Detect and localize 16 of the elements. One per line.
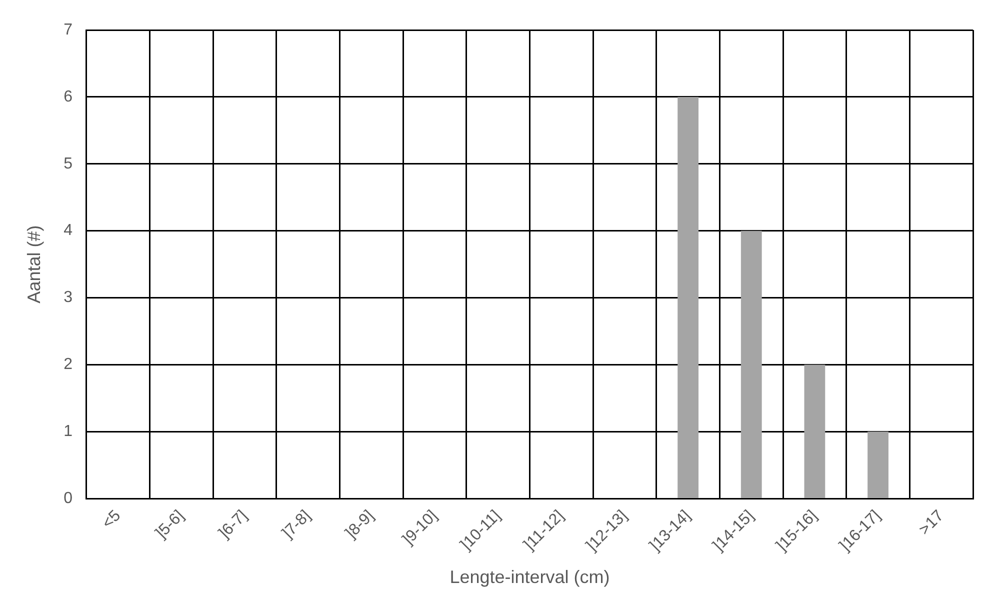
y-tick-label: 6 [64,88,73,106]
y-tick-label: 3 [64,289,73,306]
bar [804,364,826,498]
y-tick-label: 5 [64,155,73,172]
bar [868,432,888,498]
y-tick-label: 7 [64,21,73,38]
x-tick-label: >17 [916,507,948,539]
x-tick-label: <5 [99,507,124,532]
x-axis-title: Lengte-interval (cm) [450,567,610,588]
y-tick-label: 2 [64,356,73,374]
y-tick-label: 0 [64,490,73,508]
bar [678,96,698,498]
bar [740,230,762,498]
y-tick-label: 1 [64,423,73,440]
y-axis-title: Aantal (#) [24,225,44,304]
y-tick-label: 4 [64,222,73,240]
